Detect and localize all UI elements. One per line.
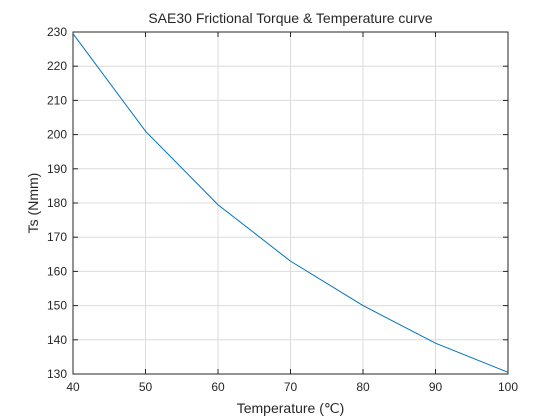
chart-title: SAE30 Frictional Torque & Temperature cu… <box>148 10 433 26</box>
y-tick-label: 150 <box>47 299 67 313</box>
series-layer <box>72 33 509 373</box>
y-tick-label: 170 <box>47 230 67 244</box>
series-line <box>72 33 509 373</box>
x-tick-label: 40 <box>66 380 80 394</box>
x-tick-label: 50 <box>139 380 153 394</box>
y-tick-label: 140 <box>47 333 67 347</box>
axis-ticks: 40 50 60 70 80 90 100 130 140 150 160 170 180 190 200 2… <box>47 25 518 394</box>
x-tick-label: 90 <box>429 380 443 394</box>
x-tick-label: 70 <box>284 380 298 394</box>
y-tick-label: 200 <box>47 128 67 142</box>
y-tick-label: 180 <box>47 196 67 210</box>
y-tick-label: 210 <box>47 93 67 107</box>
x-tick-label: 80 <box>356 380 370 394</box>
y-axis-label: Ts (Nmm) <box>25 173 41 234</box>
x-tick-label: 100 <box>498 380 518 394</box>
y-tick-label: 220 <box>47 59 67 73</box>
x-tick-label: 60 <box>211 380 225 394</box>
x-axis-label: Temperature (℃) <box>237 400 345 416</box>
y-tick-label: 130 <box>47 367 67 381</box>
y-tick-label: 160 <box>47 264 67 278</box>
y-tick-label: 230 <box>47 25 67 39</box>
y-tick-label: 190 <box>47 162 67 176</box>
